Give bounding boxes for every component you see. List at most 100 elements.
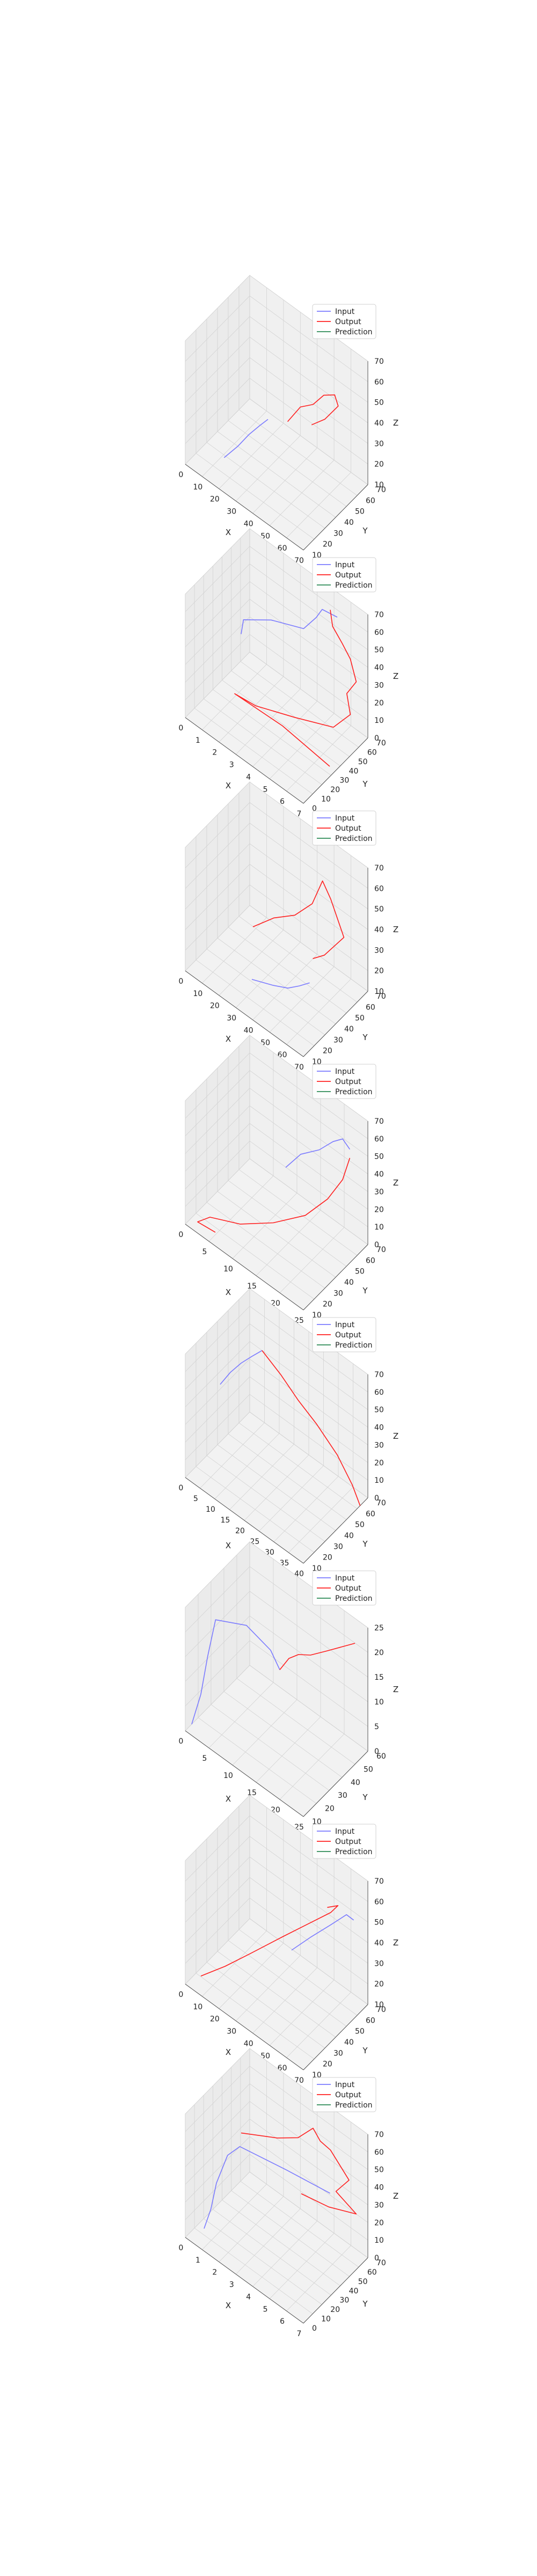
z-tick-label: 70 bbox=[374, 1877, 384, 1886]
grid-line-z bbox=[185, 1591, 368, 1678]
z-tick-label: 10 bbox=[374, 1223, 384, 1232]
y-tick-label: 70 bbox=[376, 486, 386, 494]
grid-line-z bbox=[185, 1566, 368, 1653]
y-tick-label: 30 bbox=[338, 1791, 347, 1800]
z-tick-label: 40 bbox=[374, 1424, 384, 1432]
x-tick-label: 6 bbox=[280, 797, 285, 806]
grid-line-z bbox=[185, 884, 368, 971]
legend-label-output: Output bbox=[335, 1078, 361, 1086]
grid-line-z bbox=[185, 546, 368, 633]
grid-line-z bbox=[185, 1070, 368, 1157]
x-tick-label: 7 bbox=[297, 2330, 302, 2338]
grid-line-z bbox=[185, 581, 368, 668]
z-tick-label: 25 bbox=[374, 1624, 384, 1633]
grid-line-z bbox=[185, 398, 368, 485]
x-tick-label: 6 bbox=[280, 2317, 285, 2326]
grid-line-z bbox=[185, 316, 368, 403]
grid-line-z bbox=[185, 1640, 368, 1727]
series-line-input bbox=[241, 609, 338, 634]
x-tick-label: 0 bbox=[179, 471, 184, 479]
legend-label-output: Output bbox=[335, 318, 361, 326]
grid-line-z bbox=[185, 1123, 368, 1210]
z-tick-label: 30 bbox=[374, 1441, 384, 1450]
chart-panel-5: 0510152025303540102030405060700102030405… bbox=[179, 1288, 398, 1578]
y-tick-label: 30 bbox=[333, 1036, 343, 1044]
y-tick-label: 0 bbox=[312, 2324, 317, 2333]
x-tick-label: 0 bbox=[179, 1990, 184, 1999]
z-axis-label: Z bbox=[393, 1178, 398, 1188]
grid-line-z bbox=[185, 1898, 368, 1985]
grid-line-z bbox=[185, 2154, 368, 2241]
grid-line-z bbox=[185, 1376, 368, 1463]
chart-panel-4: 051015202510203040506070010203040506070X… bbox=[179, 1035, 398, 1325]
z-tick-label: 70 bbox=[374, 1371, 384, 1379]
x-tick-label: 15 bbox=[247, 1282, 257, 1291]
x-tick-label: 10 bbox=[193, 2003, 203, 2011]
grid-line-z bbox=[185, 1052, 368, 1139]
z-tick-label: 30 bbox=[374, 946, 384, 955]
x-tick-label: 40 bbox=[244, 519, 253, 528]
grid-line-z bbox=[185, 1306, 368, 1393]
x-tick-label: 40 bbox=[244, 2039, 253, 2048]
y-tick-label: 50 bbox=[355, 1014, 365, 1023]
z-axis-label: Z bbox=[393, 671, 398, 681]
z-tick-label: 15 bbox=[374, 1673, 384, 1682]
grid-line-z bbox=[185, 1358, 368, 1445]
grid-line-z bbox=[185, 598, 368, 685]
y-tick-label: 60 bbox=[366, 1256, 375, 1265]
z-tick-label: 10 bbox=[374, 1698, 384, 1707]
chart-panel-7: 0102030405060701020304050607010203040506… bbox=[179, 1795, 398, 2085]
x-tick-label: 2 bbox=[212, 2268, 217, 2277]
z-tick-label: 50 bbox=[374, 2166, 384, 2175]
z-tick-label: 20 bbox=[374, 1459, 384, 1467]
z-tick-label: 60 bbox=[374, 628, 384, 637]
x-tick-label: 0 bbox=[179, 1737, 184, 1746]
y-axis-line bbox=[303, 2257, 368, 2324]
legend-box bbox=[312, 1570, 376, 1606]
z-axis-label: Z bbox=[393, 1431, 398, 1441]
y-axis-label: Y bbox=[362, 2299, 368, 2309]
x-tick-label: 0 bbox=[179, 724, 184, 733]
y-tick-label: 40 bbox=[349, 2287, 359, 2295]
grid-line-z bbox=[185, 336, 368, 423]
z-tick-label: 0 bbox=[374, 2254, 379, 2263]
z-tick-label: 70 bbox=[374, 864, 384, 873]
z-tick-label: 10 bbox=[374, 987, 384, 996]
z-tick-label: 60 bbox=[374, 378, 384, 386]
x-tick-label: 0 bbox=[179, 2244, 184, 2252]
z-tick-label: 70 bbox=[374, 611, 384, 619]
z-tick-label: 10 bbox=[374, 2236, 384, 2245]
x-axis-line bbox=[185, 1477, 304, 1564]
z-tick-label: 40 bbox=[374, 926, 384, 934]
x-axis-line bbox=[185, 970, 304, 1057]
z-tick-label: 0 bbox=[374, 1241, 379, 1249]
grid-line-z bbox=[185, 1341, 368, 1428]
grid-line-z bbox=[185, 634, 368, 721]
x-tick-label: 5 bbox=[263, 785, 268, 794]
grid-line-z bbox=[185, 564, 368, 650]
z-tick-label: 70 bbox=[374, 357, 384, 366]
series-line-output bbox=[234, 610, 357, 767]
legend-label-output: Output bbox=[335, 1584, 361, 1593]
z-tick-label: 40 bbox=[374, 1939, 384, 1948]
grid-line-z bbox=[185, 1815, 368, 1902]
y-axis-label: Y bbox=[362, 1286, 368, 1296]
series-line-output bbox=[252, 880, 345, 959]
y-tick-label: 20 bbox=[325, 1805, 335, 1813]
legend-label-input: Input bbox=[335, 814, 355, 823]
y-tick-label: 60 bbox=[367, 2268, 377, 2277]
y-tick-label: 70 bbox=[376, 1246, 386, 1254]
z-tick-label: 60 bbox=[374, 1898, 384, 1906]
x-tick-label: 30 bbox=[227, 2028, 236, 2036]
grid-line-z bbox=[185, 863, 368, 950]
z-tick-label: 60 bbox=[374, 884, 384, 893]
z-axis-label: Z bbox=[393, 418, 398, 428]
z-tick-label: 10 bbox=[374, 716, 384, 725]
y-tick-label: 40 bbox=[344, 1278, 354, 1287]
z-tick-label: 70 bbox=[374, 2131, 384, 2139]
grid-line-z bbox=[185, 2118, 368, 2205]
chart-panel-1: 0102030405060701020304050607010203040506… bbox=[179, 275, 398, 565]
y-tick-label: 30 bbox=[339, 777, 349, 785]
